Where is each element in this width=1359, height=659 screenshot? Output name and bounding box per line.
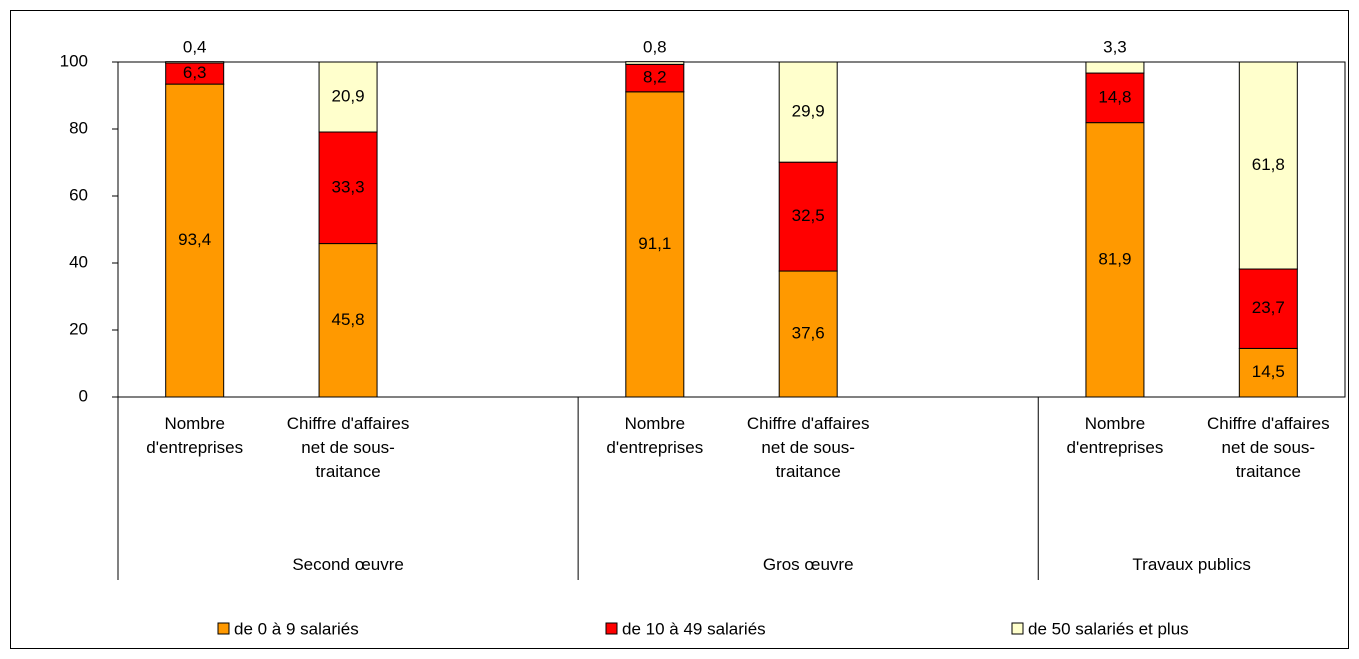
bar-segment bbox=[1238, 268, 1298, 349]
y-tick-label: 20 bbox=[69, 319, 88, 338]
value-label: 6,3 bbox=[183, 63, 207, 82]
legend-swatch bbox=[217, 622, 230, 635]
value-label: 32,5 bbox=[792, 206, 825, 225]
bar-segment bbox=[625, 91, 685, 398]
value-label: 93,4 bbox=[178, 230, 211, 249]
value-label: 61,8 bbox=[1252, 155, 1285, 174]
bar-segment bbox=[1238, 61, 1298, 270]
plot-area bbox=[117, 61, 1346, 398]
bar-segment bbox=[1085, 122, 1145, 398]
group-label: Second œuvre bbox=[292, 555, 404, 574]
x-tick-label: Chiffre d'affaires net de sous-traitance bbox=[286, 414, 410, 481]
y-tick-label: 40 bbox=[69, 252, 88, 271]
bar-segment bbox=[318, 131, 378, 245]
value-label: 23,7 bbox=[1252, 298, 1285, 317]
value-label: 33,3 bbox=[332, 177, 365, 196]
bar-segment bbox=[318, 243, 378, 398]
legend-label: de 10 à 49 salariés bbox=[622, 619, 766, 638]
value-label: 29,9 bbox=[792, 102, 825, 121]
bar-segment bbox=[778, 61, 838, 163]
x-tick-label: Chiffre d'affaires net de sous-traitance bbox=[1206, 414, 1330, 481]
bar-segment bbox=[625, 61, 685, 65]
legend-label: de 50 salariés et plus bbox=[1028, 619, 1189, 638]
value-label: 0,4 bbox=[183, 37, 207, 56]
value-label: 14,5 bbox=[1252, 362, 1285, 381]
y-tick-label: 100 bbox=[60, 51, 88, 70]
bar-segment bbox=[318, 61, 378, 133]
x-tick-label: Nombre d'entreprises bbox=[146, 414, 244, 457]
y-tick-label: 60 bbox=[69, 185, 88, 204]
value-label: 3,3 bbox=[1103, 37, 1127, 56]
value-label: 37,6 bbox=[792, 324, 825, 343]
group-label: Travaux publics bbox=[1132, 555, 1251, 574]
bar-segment bbox=[1085, 61, 1145, 74]
legend-swatch bbox=[1011, 622, 1024, 635]
x-tick-label: Chiffre d'affaires net de sous-traitance bbox=[746, 414, 870, 481]
bar-segment bbox=[778, 161, 838, 272]
legend-label: de 0 à 9 salariés bbox=[234, 619, 359, 638]
legend-swatch bbox=[605, 622, 618, 635]
bar-segment bbox=[625, 63, 685, 93]
value-label: 91,1 bbox=[638, 234, 671, 253]
value-label: 14,8 bbox=[1098, 87, 1131, 106]
bar-segment bbox=[1238, 347, 1298, 398]
bar-segment bbox=[165, 61, 225, 64]
x-tick-label: Nombre d'entreprises bbox=[1066, 414, 1164, 457]
value-label: 81,9 bbox=[1098, 249, 1131, 268]
value-label: 45,8 bbox=[332, 310, 365, 329]
y-tick-label: 80 bbox=[69, 118, 88, 137]
value-label: 0,8 bbox=[643, 37, 667, 56]
x-tick-label: Nombre d'entreprises bbox=[606, 414, 704, 457]
bar-segment bbox=[1085, 72, 1145, 124]
group-label: Gros œuvre bbox=[762, 555, 854, 574]
value-label: 8,2 bbox=[643, 68, 667, 87]
value-label: 20,9 bbox=[332, 86, 365, 105]
bar-segment bbox=[165, 83, 225, 398]
y-tick-label: 0 bbox=[79, 386, 88, 405]
